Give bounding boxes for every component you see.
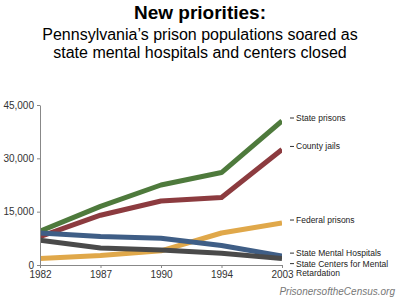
legend-dash — [290, 253, 294, 254]
chart-svg: New priorities: Pennsylvania’s prison pop… — [0, 0, 400, 300]
tick-mark — [37, 158, 40, 159]
tick-label: 1987 — [90, 269, 113, 280]
tick: 15,000 — [3, 206, 40, 217]
legend-dash — [290, 118, 294, 119]
y-axis: 015,00030,00045,000 — [3, 100, 40, 271]
tick-mark — [282, 265, 283, 268]
x-axis: 1982 1987 1990 1994 2003 — [29, 265, 294, 280]
legend-label: County jails — [296, 141, 340, 151]
text-line: State Centers for Mental — [296, 259, 388, 269]
chart-container: New priorities: Pennsylvania’s prison pop… — [0, 0, 400, 300]
text-line: state mental hospitals and centers close… — [53, 44, 347, 61]
text-line: County jails — [296, 141, 340, 151]
title: New priorities: — [134, 2, 266, 23]
tick-label: 1994 — [211, 269, 234, 280]
text-line: Retardation — [296, 268, 340, 278]
legend: State prisons County jails Federal prisons… — [290, 113, 388, 278]
tick: 1987 — [90, 265, 113, 280]
legend-label: State prisons — [296, 113, 346, 123]
tick-label: 1990 — [150, 269, 173, 280]
tick-label: 15,000 — [3, 206, 34, 217]
tick-mark — [37, 265, 40, 266]
series-line — [40, 223, 282, 259]
text-line: State prisons — [296, 113, 346, 123]
lines — [40, 121, 282, 259]
tick: 45,000 — [3, 100, 40, 111]
source: PrisonersoftheCensus.org — [279, 286, 395, 297]
legend-label: State Centers for MentalRetardation — [296, 259, 388, 279]
series-line — [40, 149, 282, 236]
tick-mark — [101, 265, 102, 268]
text-line: Federal prisons — [296, 215, 355, 225]
tick-label: 2003 — [271, 269, 294, 280]
legend-dash — [290, 146, 294, 147]
tick-label: 1982 — [29, 269, 52, 280]
tick-mark — [37, 105, 40, 106]
text-line: State Mental Hospitals — [296, 248, 381, 258]
tick-label: 30,000 — [3, 153, 34, 164]
axis-line — [40, 106, 41, 266]
tick: 1990 — [150, 265, 173, 280]
legend-label: State Mental Hospitals — [296, 248, 381, 258]
tick: 1994 — [211, 265, 234, 280]
legend-dash — [290, 220, 294, 221]
tick-mark — [161, 265, 162, 268]
tick-mark — [222, 265, 223, 268]
tick-mark — [37, 212, 40, 213]
series-line — [40, 240, 282, 258]
text-line: Pennsylvania’s prison populations soared… — [42, 26, 357, 43]
tick-mark — [40, 265, 41, 268]
subtitle: Pennsylvania’s prison populations soared… — [42, 26, 357, 61]
tick: 2003 — [271, 265, 294, 280]
tick-label: 45,000 — [3, 100, 34, 111]
legend-dash — [290, 263, 294, 264]
legend-label: Federal prisons — [296, 215, 355, 225]
tick: 1982 — [29, 265, 52, 280]
tick: 30,000 — [3, 153, 40, 164]
